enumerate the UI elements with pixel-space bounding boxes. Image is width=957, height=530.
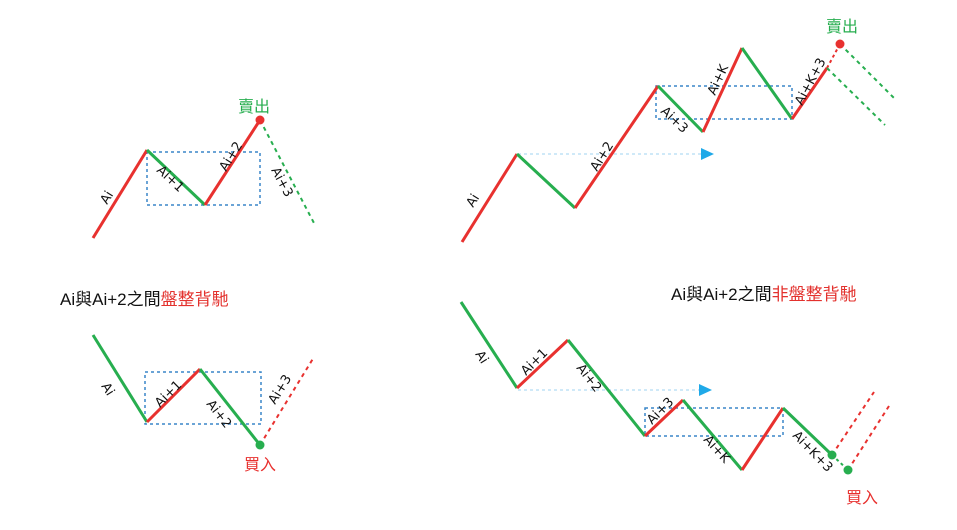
segment-ai3: [656, 84, 705, 134]
label-ai1: Ai+1: [152, 378, 185, 411]
segment-up: [740, 407, 785, 471]
segment-aik: [701, 47, 744, 133]
buy-point-2: [843, 465, 853, 475]
panel-bottom-right: Ai Ai+1 Ai+2 Ai+3 Ai+K Ai+K+3 買入: [459, 301, 890, 507]
level-arrow-head: [701, 148, 714, 160]
projection-green-1: [839, 43, 897, 101]
projection-red-1: [831, 391, 875, 456]
label-ai: Ai: [464, 192, 483, 211]
panel-bottom-left: Ai Ai+1 Ai+2 Ai+3 買入: [91, 334, 315, 474]
label-ai3: Ai+3: [267, 165, 295, 200]
label-sell: 賣出: [826, 17, 858, 36]
label-ai2: Ai+2: [203, 397, 234, 431]
segment-down: [740, 47, 794, 120]
segment-ai: [91, 334, 149, 423]
label-ai3: Ai+3: [266, 372, 296, 407]
label-ai3: Ai+3: [657, 104, 690, 137]
label-aik: Ai+K: [700, 433, 733, 467]
panel-top-right: Ai Ai+2 Ai+3 Ai+K Ai+K+3 賣出: [460, 17, 897, 243]
label-ai: Ai: [472, 348, 491, 367]
projection-red-2: [847, 405, 890, 471]
caption-left-highlight: 盤整背馳: [160, 290, 229, 309]
segment-red-projection: [826, 43, 841, 69]
label-aik3: Ai+K+3: [792, 56, 829, 108]
segment-aik: [681, 399, 744, 471]
panel-top-left: Ai Ai+1 Ai+2 Ai+3 賣出: [91, 97, 316, 239]
caption-right: Ai與Ai+2之間非盤整背馳: [671, 280, 857, 305]
buy-point: [255, 440, 265, 450]
label-buy: 買入: [846, 488, 878, 507]
caption-right-prefix: Ai與Ai+2之間: [671, 285, 772, 304]
label-ai2: Ai+2: [588, 139, 618, 174]
segment-aik3: [790, 67, 829, 120]
segment-ai2: [203, 119, 262, 206]
sell-point: [835, 39, 845, 49]
segment-aik3: [781, 406, 834, 457]
segment-a: [460, 153, 519, 243]
segment-ai1: [145, 148, 207, 207]
label-ai: Ai: [98, 380, 117, 399]
segment-ai: [459, 301, 519, 389]
caption-left: Ai與Ai+2之間盤整背馳: [60, 285, 229, 310]
caption-left-prefix: Ai與Ai+2之間: [60, 290, 161, 309]
label-sell: 賣出: [238, 97, 270, 116]
segment-ai1: [145, 367, 202, 424]
segment-b: [515, 152, 577, 210]
segment-ai2: [573, 85, 660, 209]
segment-ai1: [515, 338, 570, 390]
segment-ai2: [566, 339, 647, 437]
sell-point: [255, 115, 265, 125]
segment-ai: [91, 149, 149, 239]
segment-ai2: [198, 368, 262, 446]
label-buy: 買入: [244, 455, 276, 474]
segment-ai3-projection: [259, 356, 315, 446]
caption-right-highlight: 非盤整背馳: [771, 285, 857, 304]
label-ai2: Ai+2: [217, 139, 247, 174]
label-ai1: Ai+1: [153, 163, 186, 196]
segment-ai3: [643, 398, 685, 438]
projection-green-2: [826, 67, 886, 126]
segment-ai3-projection: [259, 119, 316, 226]
buy-point-1: [827, 450, 837, 460]
level-arrow-head: [699, 384, 712, 396]
